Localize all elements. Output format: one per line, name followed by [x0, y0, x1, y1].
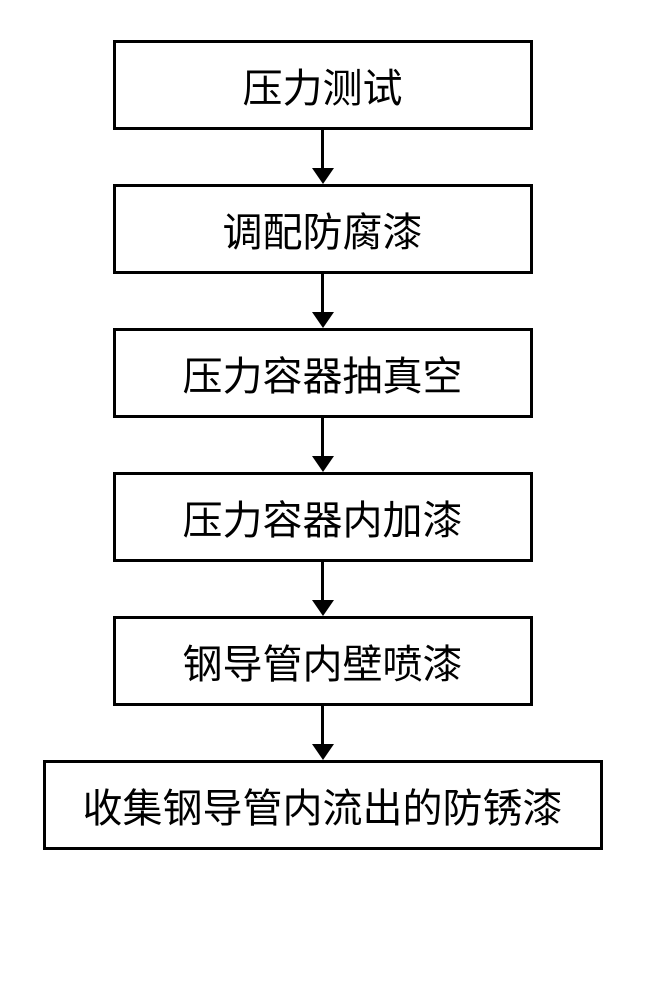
flow-step-label: 调配防腐漆 [223, 200, 423, 258]
arrow-line [321, 130, 324, 168]
flow-arrow [312, 130, 334, 184]
flow-step-5: 钢导管内壁喷漆 [113, 616, 533, 706]
flow-arrow [312, 562, 334, 616]
arrow-head-icon [312, 168, 334, 184]
flow-step-label: 钢导管内壁喷漆 [183, 632, 463, 690]
arrow-line [321, 274, 324, 312]
flow-arrow [312, 706, 334, 760]
flow-arrow [312, 274, 334, 328]
flow-step-label: 收集钢导管内流出的防锈漆 [83, 776, 563, 834]
arrow-head-icon [312, 456, 334, 472]
flow-step-label: 压力测试 [243, 56, 403, 114]
flow-arrow [312, 418, 334, 472]
flow-step-label: 压力容器内加漆 [183, 488, 463, 546]
flowchart-container: 压力测试调配防腐漆压力容器抽真空压力容器内加漆钢导管内壁喷漆收集钢导管内流出的防… [0, 0, 645, 1000]
flow-step-6: 收集钢导管内流出的防锈漆 [43, 760, 603, 850]
arrow-line [321, 562, 324, 600]
arrow-line [321, 418, 324, 456]
arrow-head-icon [312, 600, 334, 616]
flow-step-4: 压力容器内加漆 [113, 472, 533, 562]
flow-step-2: 调配防腐漆 [113, 184, 533, 274]
flow-step-label: 压力容器抽真空 [183, 344, 463, 402]
flow-step-3: 压力容器抽真空 [113, 328, 533, 418]
arrow-head-icon [312, 312, 334, 328]
arrow-line [321, 706, 324, 744]
arrow-head-icon [312, 744, 334, 760]
flow-step-1: 压力测试 [113, 40, 533, 130]
